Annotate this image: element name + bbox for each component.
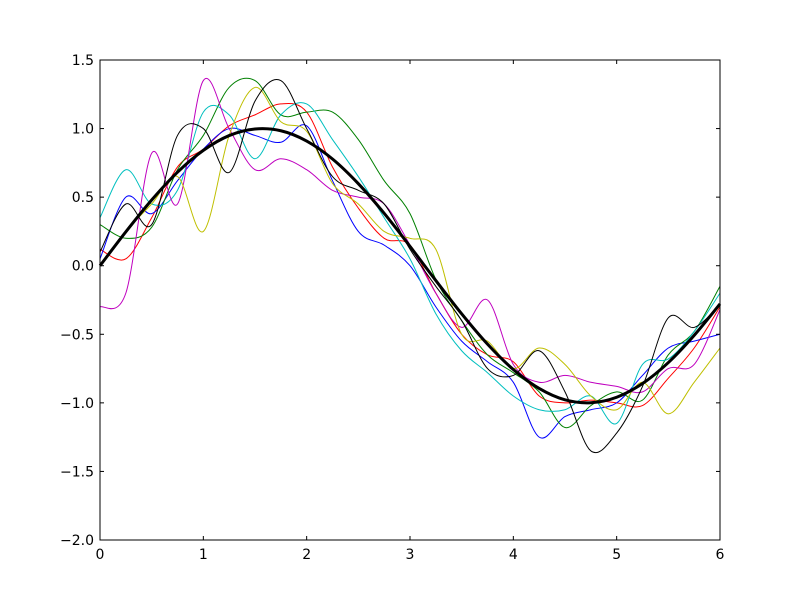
y-tick-label: 1.0 — [72, 122, 94, 138]
series-line-8 — [98, 127, 722, 405]
x-tick-label: 4 — [509, 547, 518, 563]
x-tick-label: 3 — [406, 547, 415, 563]
series-line-3 — [99, 77, 721, 429]
series-line-5 — [99, 77, 721, 394]
y-tick-label: −1.0 — [60, 396, 94, 412]
tick-layer: 0 1 2 3 4 5 6 −2.0 −1.5 −1.0 −0.5 0.0 0.5 1.0 1.5 — [60, 53, 725, 563]
series-line-7 — [99, 79, 721, 454]
y-tick-label: −1.5 — [60, 464, 94, 480]
y-tick-label: −2.0 — [60, 533, 94, 549]
x-tick-label: 5 — [612, 547, 621, 563]
y-tick-label: 1.5 — [72, 53, 94, 69]
series-line-6 — [99, 86, 721, 415]
series-line-4 — [99, 102, 721, 425]
x-tick-label: 0 — [96, 547, 105, 563]
series-layer — [98, 77, 722, 454]
x-tick-label: 1 — [199, 547, 208, 563]
y-tick-label: 0.0 — [72, 259, 94, 275]
x-tick-label: 2 — [302, 547, 311, 563]
y-tick-label: −0.5 — [60, 327, 94, 343]
y-tick-label: 0.5 — [72, 190, 94, 206]
x-tick-label: 6 — [716, 547, 725, 563]
